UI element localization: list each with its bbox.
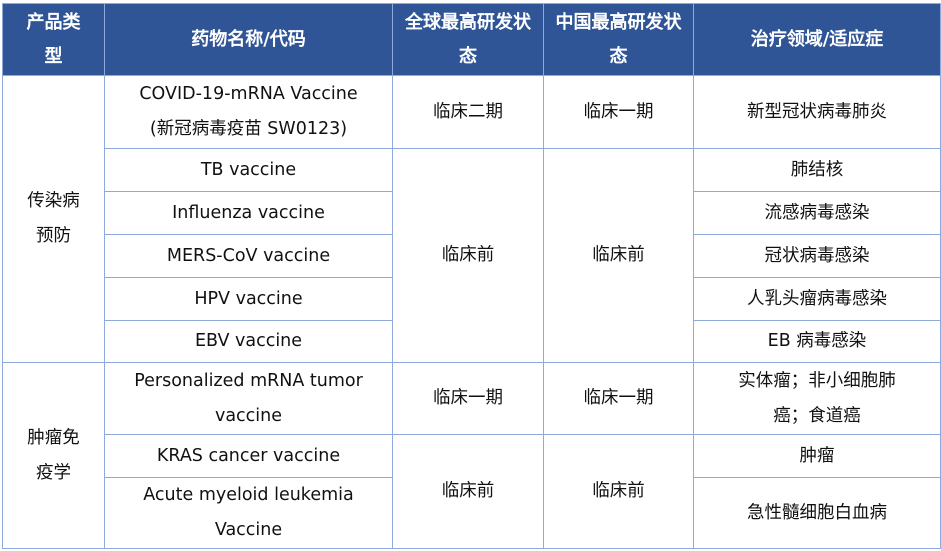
table-row: KRAS cancer vaccine 临床前 临床前 肿瘤 (3, 434, 941, 549)
drug-cell: HPV vaccine (104, 277, 393, 321)
table-row: 传染病预防 COVID-19-mRNA Vaccine (新冠病毒疫苗 SW01… (2, 75, 941, 363)
drug-cell: MERS-CoV vaccine (104, 234, 393, 278)
header-china-status: 中国最高研发状态 (543, 3, 694, 76)
indication-cell: 急性髓细胞白血病 (693, 477, 941, 549)
china-status-cell: 临床前 (543, 148, 694, 363)
header-indication: 治疗领域/适应症 (693, 3, 941, 76)
drug-cell: COVID-19-mRNA Vaccine (新冠病毒疫苗 SW0123) (104, 75, 393, 149)
indication-cell: 人乳头瘤病毒感染 (693, 277, 941, 321)
table-row: 肿瘤免疫学 Personalized mRNA tumor vaccine 临床… (2, 362, 941, 549)
table-row: Influenza vaccine 流感病毒感染 (3, 191, 941, 235)
indication-cell: 新型冠状病毒肺炎 (693, 75, 941, 149)
category-cell: 肿瘤免疫学 (2, 362, 105, 549)
indication-cell: 实体瘤；非小细胞肺癌；食道癌 (693, 362, 941, 435)
drug-cell: Acute myeloid leukemia Vaccine (104, 477, 393, 549)
indication-cell: 冠状病毒感染 (693, 234, 941, 278)
table-row: Acute myeloid leukemia Vaccine 急性髓细胞白血病 (3, 477, 941, 549)
china-status-cell: 临床一期 (543, 362, 694, 435)
drug-cell: EBV vaccine (104, 320, 393, 363)
header-drug: 药物名称/代码 (104, 3, 393, 76)
drug-cell: Influenza vaccine (104, 191, 393, 235)
global-status-cell: 临床前 (392, 434, 544, 549)
header-row: 产品类型 药物名称/代码 全球最高研发状态 中国最高研发状态 治疗领域/适应症 (2, 3, 941, 76)
table-row: HPV vaccine 人乳头瘤病毒感染 (3, 277, 941, 321)
table-row: MERS-CoV vaccine 冠状病毒感染 (3, 234, 941, 278)
header-global-status: 全球最高研发状态 (392, 3, 544, 76)
table-row: TB vaccine 临床前 临床前 肺结核 (3, 148, 941, 363)
category-cell: 传染病预防 (2, 75, 105, 363)
header-category: 产品类型 (2, 3, 105, 76)
pipeline-table: 产品类型 药物名称/代码 全球最高研发状态 中国最高研发状态 治疗领域/适应症 … (2, 3, 941, 549)
indication-cell: 肺结核 (693, 148, 941, 192)
indication-cell: 肿瘤 (693, 434, 941, 478)
global-status-cell: 临床二期 (392, 75, 544, 149)
drug-cell: KRAS cancer vaccine (104, 434, 393, 478)
indication-cell: 流感病毒感染 (693, 191, 941, 235)
china-status-cell: 临床一期 (543, 75, 694, 149)
china-status-cell: 临床前 (543, 434, 694, 549)
drug-cell: TB vaccine (104, 148, 393, 192)
table-row: EBV vaccine EB 病毒感染 (3, 320, 941, 363)
global-status-cell: 临床前 (392, 148, 544, 363)
indication-cell: EB 病毒感染 (693, 320, 941, 363)
global-status-cell: 临床一期 (392, 362, 544, 435)
drug-cell: Personalized mRNA tumor vaccine (104, 362, 393, 435)
